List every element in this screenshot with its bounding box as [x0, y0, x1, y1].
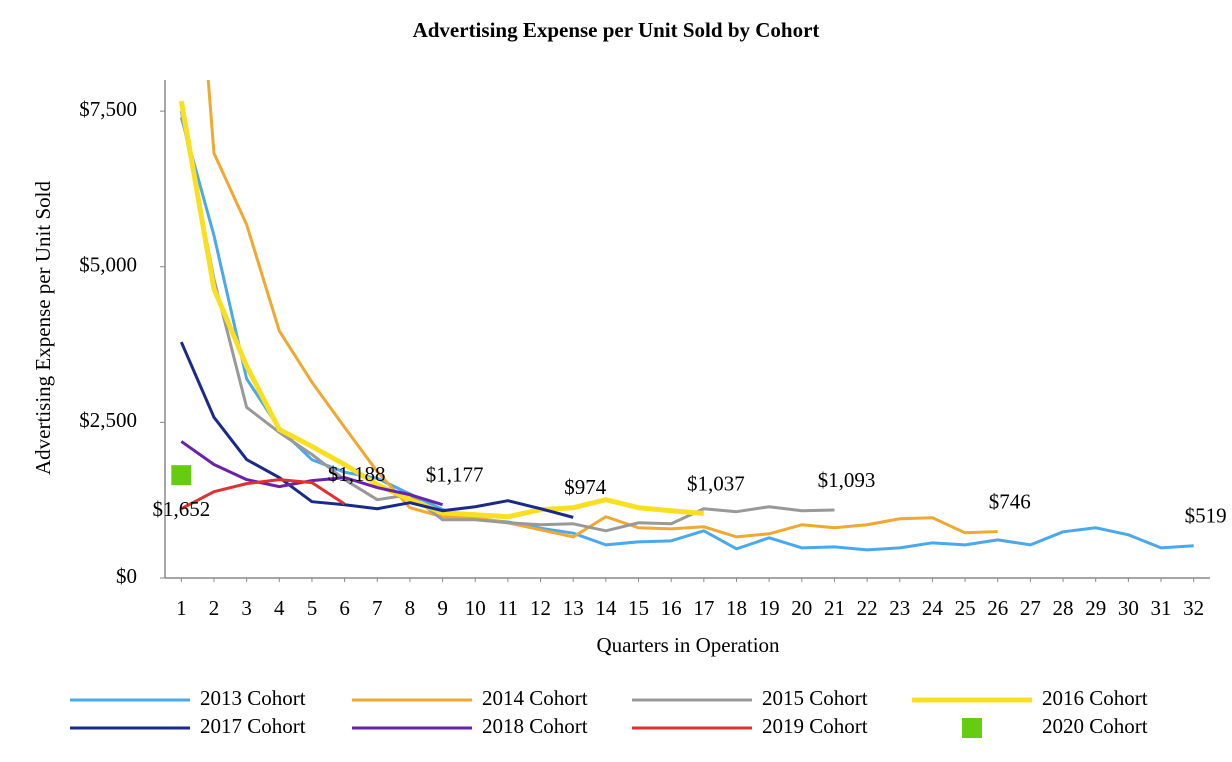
x-tick-label: 23	[889, 596, 910, 620]
x-tick-label: 7	[372, 596, 383, 620]
series-line	[179, 341, 574, 519]
x-tick-label: 27	[1020, 596, 1041, 620]
y-tick-label: $2,500	[79, 408, 137, 432]
x-tick-label: 31	[1151, 596, 1172, 620]
plot-area	[171, 80, 1194, 552]
legend-label: 2014 Cohort	[482, 686, 588, 710]
x-tick-label: 2	[209, 596, 220, 620]
series-line	[180, 478, 346, 511]
x-tick-label: 18	[726, 596, 747, 620]
x-tick-label: 14	[595, 596, 617, 620]
x-tick-label: 26	[987, 596, 1008, 620]
x-tick-label: 17	[693, 596, 714, 620]
series-line	[206, 80, 998, 539]
x-tick-label: 8	[405, 596, 416, 620]
x-tick-label: 19	[759, 596, 780, 620]
legend-label: 2013 Cohort	[200, 686, 306, 710]
data-label: $1,093	[818, 468, 876, 492]
legend-label: 2016 Cohort	[1042, 686, 1148, 710]
x-axis-title: Quarters in Operation	[596, 633, 780, 657]
x-tick-label: 22	[857, 596, 878, 620]
data-label: $746	[989, 489, 1031, 513]
chart-title: Advertising Expense per Unit Sold by Coh…	[413, 18, 820, 42]
x-tick-label: 1	[176, 596, 187, 620]
x-tick-label: 13	[563, 596, 584, 620]
data-label: $1,188	[328, 462, 386, 486]
series-line	[179, 110, 835, 533]
x-tick-label: 30	[1118, 596, 1139, 620]
x-tick-label: 32	[1183, 596, 1204, 620]
x-tick-label: 11	[498, 596, 518, 620]
x-tick-label: 15	[628, 596, 649, 620]
x-tick-label: 3	[241, 596, 252, 620]
x-tick-label: 20	[791, 596, 812, 620]
marker	[171, 465, 192, 486]
x-tick-label: 9	[437, 596, 448, 620]
data-label: $1,652	[152, 497, 210, 521]
x-tick-label: 5	[307, 596, 318, 620]
x-tick-label: 28	[1053, 596, 1074, 620]
x-tick-label: 25	[955, 596, 976, 620]
series-line	[180, 440, 444, 507]
series-line	[178, 100, 705, 520]
data-label: $519	[1185, 504, 1227, 528]
legend-label: 2015 Cohort	[762, 686, 868, 710]
legend-label: 2020 Cohort	[1042, 714, 1148, 738]
series-line	[179, 116, 1194, 552]
y-tick-label: $7,500	[79, 97, 137, 121]
x-tick-label: 29	[1085, 596, 1106, 620]
x-tick-label: 12	[530, 596, 551, 620]
data-label: $1,037	[687, 471, 745, 495]
y-tick-label: $0	[116, 564, 137, 588]
x-tick-label: 6	[339, 596, 350, 620]
x-tick-label: 10	[465, 596, 486, 620]
y-tick-label: $5,000	[79, 253, 137, 277]
x-tick-label: 21	[824, 596, 845, 620]
data-label: $1,177	[426, 463, 484, 487]
legend-label: 2017 Cohort	[200, 714, 306, 738]
legend-swatch	[962, 718, 982, 738]
data-label: $974	[564, 475, 607, 499]
legend-label: 2019 Cohort	[762, 714, 868, 738]
x-tick-label: 4	[274, 596, 285, 620]
y-axis-title: Advertising Expense per Unit Sold	[31, 181, 55, 475]
legend-label: 2018 Cohort	[482, 714, 588, 738]
x-tick-label: 16	[661, 596, 682, 620]
x-tick-label: 24	[922, 596, 944, 620]
